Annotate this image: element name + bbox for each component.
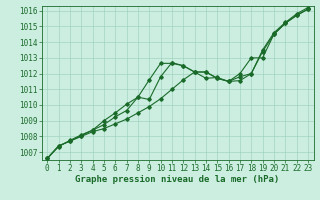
- X-axis label: Graphe pression niveau de la mer (hPa): Graphe pression niveau de la mer (hPa): [76, 175, 280, 184]
